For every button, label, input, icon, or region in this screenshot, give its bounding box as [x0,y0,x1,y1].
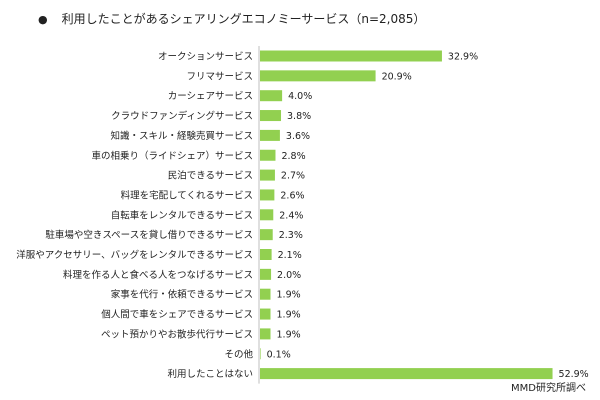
category-label: 車の相乗り（ライドシェア）サービス [91,150,253,162]
value-label: 2.4% [279,210,303,221]
value-label: 1.9% [277,310,301,321]
bar [260,189,275,201]
value-label: 1.9% [277,329,301,340]
category-label: 料理を作る人と食べる人をつなげるサービス [63,269,253,281]
category-label: 利用したことはない [167,368,253,380]
bar [260,169,275,181]
value-label: 20.9% [382,71,412,82]
value-label: 2.3% [279,230,303,241]
value-label: 2.0% [277,270,301,281]
category-label: 家事を代行・依頼できるサービス [111,289,253,301]
category-label: 駐車場や空きスペースを貸し借りできるサービス [45,229,253,241]
value-label: 0.1% [267,349,291,360]
bar [260,70,376,82]
value-label: 2.1% [278,250,302,261]
category-label: ペット預かりやお散歩代行サービス [101,328,253,340]
value-label: 2.6% [280,190,304,201]
value-label: 2.7% [281,171,305,182]
value-label: 4.0% [288,91,312,102]
bar [260,328,271,340]
category-label: クラウドファンディングサービス [111,110,253,122]
bar [260,368,553,380]
bar [260,288,271,300]
category-label: オークションサービス [158,52,253,63]
category-label: その他 [224,348,253,360]
value-label: 52.9% [559,369,589,380]
value-label: 3.6% [286,131,310,142]
bar [260,268,272,280]
category-label: 料理を宅配してくれるサービス [121,189,253,201]
bar [260,129,280,141]
bar [260,249,272,260]
value-label: 32.9% [448,52,478,63]
value-label: 2.8% [281,151,305,162]
category-label: フリマサービス [186,71,253,82]
bar [260,110,282,122]
category-label: カーシェアサービス [168,91,253,102]
chart-title-text: 利用したことがあるシェアリングエコノミーサービス（n=2,085） [61,12,426,26]
category-label: 個人間で車をシェアできるサービス [101,309,253,321]
bar [260,50,442,62]
category-label: 洋服やアクセサリー、バッグをレンタルできるサービス [16,249,253,261]
bar [260,209,274,221]
bar [260,348,261,360]
bar [260,308,271,320]
category-label: 民泊できるサービス [168,171,253,182]
bar [260,149,276,161]
bullet-icon: ● [38,13,48,26]
category-label: 自転車をレンタルできるサービス [111,209,253,221]
bar [260,229,273,241]
source-note: MMD研究所調べ [511,383,586,394]
chart-title: ● 利用したことがあるシェアリングエコノミーサービス（n=2,085） [38,10,425,27]
category-label: 知識・スキル・経験売買サービス [110,130,253,142]
value-label: 1.9% [277,290,301,301]
value-label: 3.8% [287,111,311,122]
bar [260,90,283,102]
